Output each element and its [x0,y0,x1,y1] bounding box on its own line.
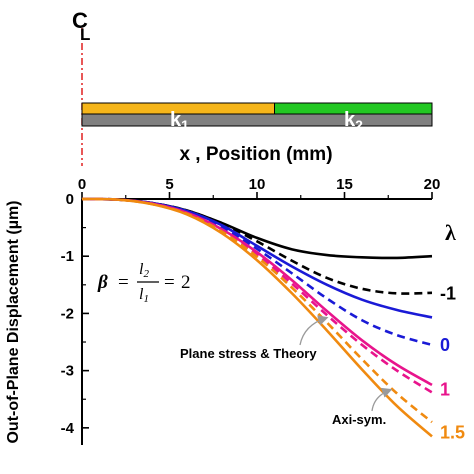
lambda-label: 1.5 [440,422,465,442]
plane-stress-arrow [299,315,329,346]
lambda-label: -1 [440,283,456,303]
formula-eq2: = [164,272,175,293]
annotation-plane-stress: Plane stress & Theory [180,346,317,361]
x-axis-label: x , Position (mm) [179,144,332,165]
centerline-sub: L [80,25,90,44]
k2-label: k2 [344,109,363,133]
schematic: C L k1 k2 x , Position (mm) [72,8,433,166]
x-tick-label: 20 [424,176,441,193]
base-layer [81,113,433,127]
series-line-dashed-lambda-1.5 [81,197,433,424]
y-tick-label: -3 [61,363,74,380]
axi-sym-arrow [371,387,393,412]
formula-beta: β [97,272,108,293]
series-group [81,197,433,438]
y-tick-label: -2 [61,305,74,322]
y-tick-label: -4 [61,420,75,437]
annotation-axi-sym: Axi-sym. [332,412,386,427]
formula-eq1: = [118,272,129,293]
lambda-labels: -1 0 1 1.5 [440,283,465,442]
series-line-dashed-lambda-0 [81,197,433,347]
lambda-label: 1 [440,380,450,400]
series-line-dashed-lambda-1 [81,197,433,394]
lambda-label: 0 [440,335,450,355]
formula-l1: l1 [139,286,149,305]
y-axis-label: Out-of-Plane Displacement (µm) [5,200,22,443]
series-line-solid-lambda-1.5 [81,197,433,438]
formula: β = l2 l1 = 2 [97,261,191,305]
legend-title: λ [445,220,456,245]
y-tick-label: 0 [66,191,74,208]
x-tick-label: 0 [78,176,86,193]
y-tick-label: -1 [61,248,74,265]
x-tick-label: 10 [249,176,266,193]
formula-value: 2 [181,272,191,293]
x-tick-label: 5 [165,176,173,193]
ticks: 0 5 10 15 20 0 -1 -2 -3 -4 [61,176,441,437]
annotations: Plane stress & Theory Axi-sym. [180,315,393,427]
x-tick-label: 15 [336,176,353,193]
k1-label: k1 [170,109,189,133]
formula-l2: l2 [139,261,149,280]
centerline-label: C [72,8,88,33]
